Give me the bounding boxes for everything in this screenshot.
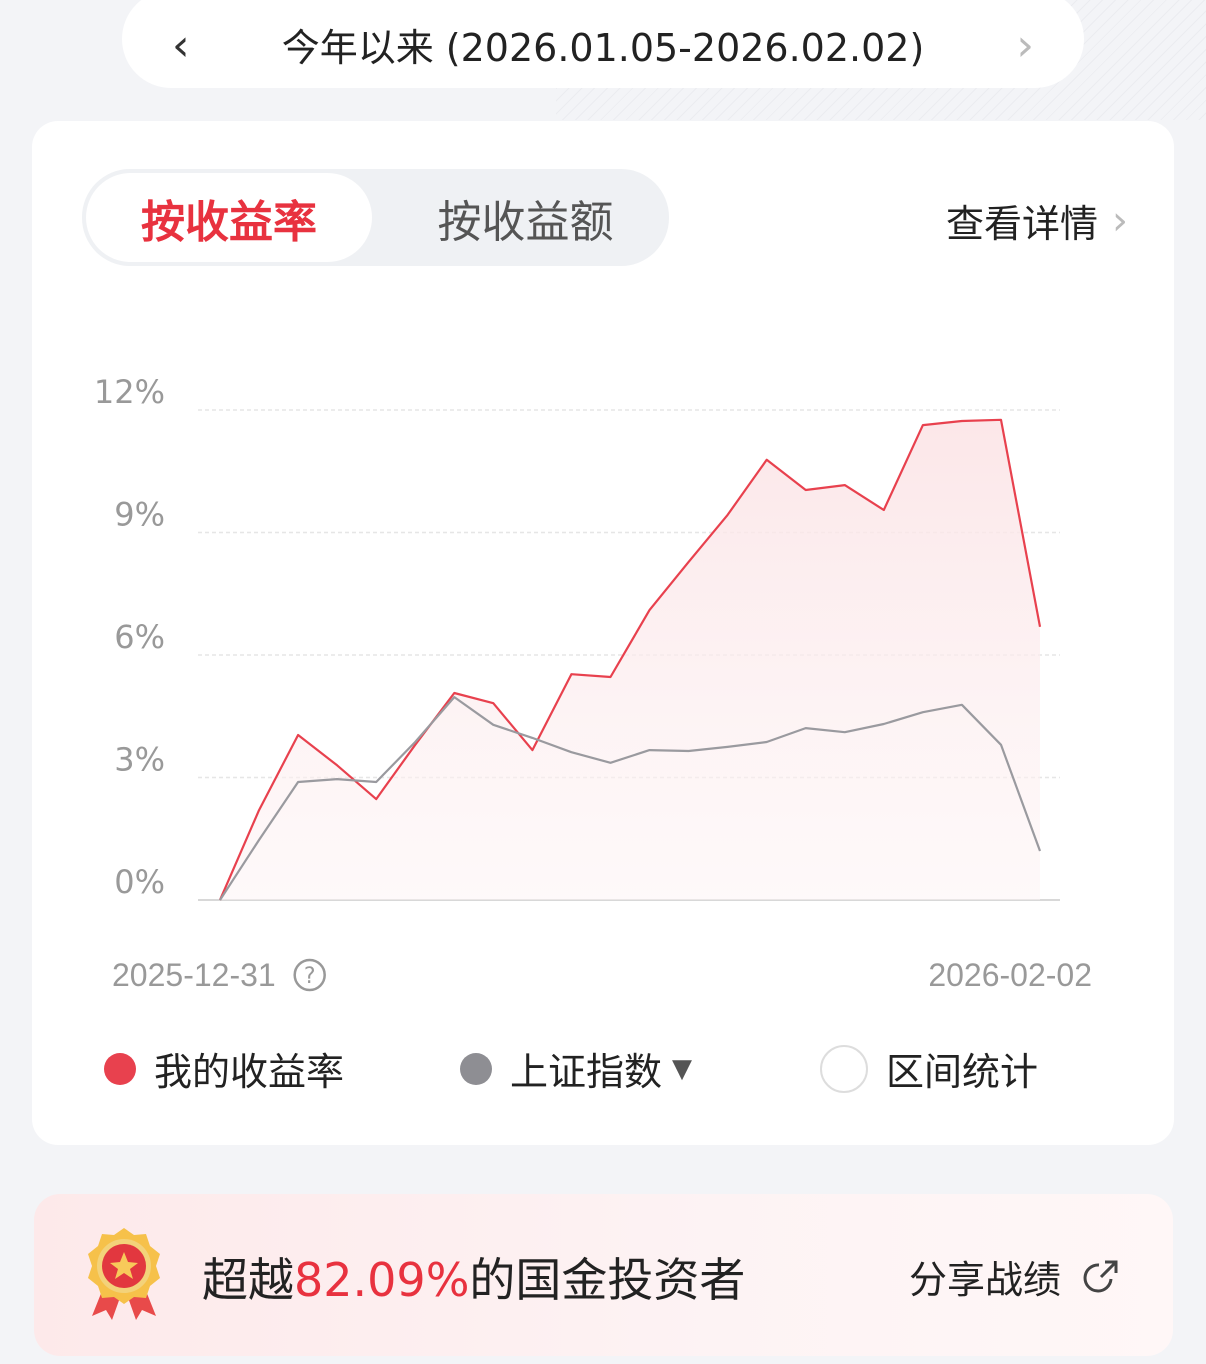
rank-text: 超越82.09%的国金投资者 bbox=[202, 1244, 745, 1310]
y-tick-label: 0% bbox=[114, 863, 165, 901]
legend-label: 区间统计 bbox=[886, 1050, 1039, 1094]
y-tick-label: 3% bbox=[114, 741, 165, 779]
y-tick-label: 9% bbox=[114, 496, 165, 534]
share-label: 分享战绩 bbox=[908, 1258, 1061, 1302]
prev-period-icon[interactable]: ‹ bbox=[172, 20, 190, 71]
rank-percent: 82.09% bbox=[294, 1253, 470, 1307]
metric-toggle: 按收益率 按收益额 bbox=[82, 169, 669, 266]
legend-benchmark-dropdown[interactable]: 上证指数 ▼ bbox=[460, 1041, 692, 1096]
gray-dot-icon bbox=[460, 1052, 492, 1085]
red-dot-icon bbox=[104, 1052, 136, 1085]
y-tick-label: 12% bbox=[94, 373, 165, 411]
share-icon bbox=[1083, 1260, 1118, 1292]
returns-chart: 12% 9% 6% 3% 0% 2025-12-31 2026-02-02? bbox=[94, 373, 1092, 993]
legend-my-return[interactable]: 我的收益率 bbox=[104, 1041, 344, 1096]
x-end-label: 2026-02-02 bbox=[928, 957, 1092, 993]
period-selector: ‹ 今年以来 (2026.01.05-2026.02.02) › bbox=[122, 0, 1084, 88]
tab-return-rate[interactable]: 按收益率 bbox=[86, 173, 372, 262]
interval-stats-toggle[interactable]: 区间统计 bbox=[820, 1041, 1038, 1096]
help-icon[interactable]: ? bbox=[293, 958, 326, 992]
rank-suffix: 的国金投资者 bbox=[469, 1253, 746, 1307]
y-tick-label: 6% bbox=[114, 618, 165, 656]
view-details-label: 查看详情 bbox=[945, 202, 1098, 246]
period-title: 今年以来 (2026.01.05-2026.02.02) bbox=[281, 25, 925, 70]
chevron-right-icon: › bbox=[1112, 197, 1128, 244]
medal-icon bbox=[88, 1228, 160, 1320]
empty-circle-icon bbox=[820, 1044, 868, 1093]
caret-down-icon: ▼ bbox=[672, 1053, 693, 1084]
series-area bbox=[220, 419, 1040, 900]
series-line-0 bbox=[218, 418, 1042, 901]
svg-text:?: ? bbox=[304, 964, 316, 989]
returns-card: 按收益率 按收益额 查看详情 › 12% 9% 6% 3% 0% 2025-12-31 20… bbox=[32, 121, 1174, 1145]
tab-return-amount[interactable]: 按收益额 bbox=[437, 196, 614, 248]
legend-label: 上证指数 bbox=[510, 1050, 663, 1094]
share-button[interactable]: 分享战绩 bbox=[909, 1249, 1121, 1304]
rank-banner: 超越82.09%的国金投资者 分享战绩 bbox=[34, 1194, 1173, 1356]
next-period-icon[interactable]: › bbox=[1016, 20, 1034, 71]
x-start-label: 2025-12-31 bbox=[112, 957, 276, 993]
series-line-1 bbox=[219, 696, 1042, 901]
rank-prefix: 超越 bbox=[202, 1253, 294, 1307]
legend-label: 我的收益率 bbox=[154, 1050, 345, 1094]
view-details-link[interactable]: 查看详情 › bbox=[946, 193, 1128, 248]
